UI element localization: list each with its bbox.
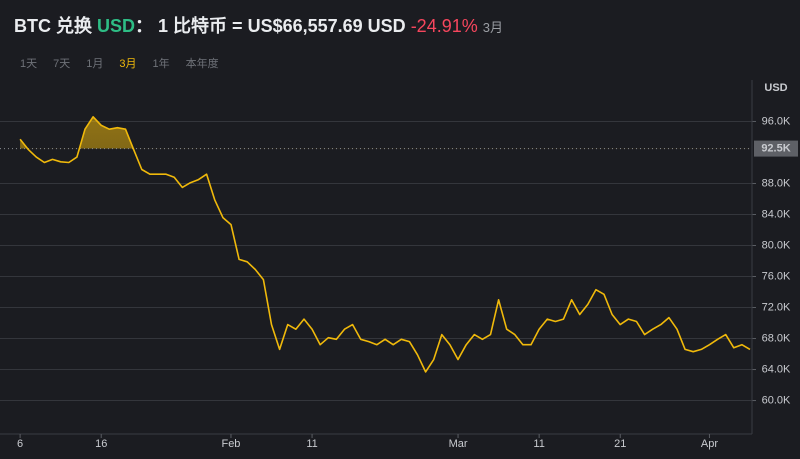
y-tick-label: 84.0K (762, 208, 791, 220)
x-tick-label: 11 (306, 438, 317, 450)
header: BTC 兑换 USD： 1 比特币 = US$66,557.69 USD -24… (14, 12, 503, 38)
x-tick-label: 21 (614, 438, 626, 450)
range-button[interactable]: 1年 (152, 58, 170, 70)
price-line (19, 116, 751, 373)
highlight-area (20, 116, 134, 149)
rate: 1 比特币 = US$66,557.69 USD (158, 16, 406, 36)
range-button[interactable]: 7天 (53, 58, 71, 70)
y-tick-label: 88.0K (762, 177, 791, 189)
range-button[interactable]: 1天 (20, 58, 38, 70)
quote: USD (97, 16, 136, 36)
range-buttons: 1天 7天 1月 3月 1年 本年度 (12, 55, 227, 71)
range-button[interactable]: 1月 (86, 58, 104, 70)
x-tick-label: Mar (449, 438, 468, 450)
change: -24.91% (410, 16, 478, 36)
range-button[interactable]: 本年度 (185, 58, 219, 70)
base: BTC 兑换 (14, 16, 92, 36)
y-tick-label: 80.0K (762, 239, 791, 251)
range-button[interactable]: 3月 (119, 58, 137, 70)
y-tick-label: 76.0K (762, 270, 791, 282)
y-tick-label: 60.0K (762, 394, 791, 406)
y-unit: USD (764, 82, 787, 94)
y-tick-label: 68.0K (762, 332, 791, 344)
x-tick-label: Apr (701, 438, 718, 450)
x-tick-label: 16 (95, 438, 107, 450)
x-tick-label: 6 (17, 438, 23, 450)
reference-label-box (754, 140, 798, 157)
x-tick-label: 11 (533, 438, 544, 450)
reference-label: 92.5K (761, 142, 790, 154)
period: 3月 (482, 20, 503, 35)
y-tick-label: 72.0K (762, 301, 791, 313)
y-tick-label: 64.0K (762, 363, 791, 375)
colon: ： (135, 16, 154, 36)
x-tick-label: Feb (221, 438, 240, 450)
y-tick-label: 96.0K (762, 115, 791, 127)
